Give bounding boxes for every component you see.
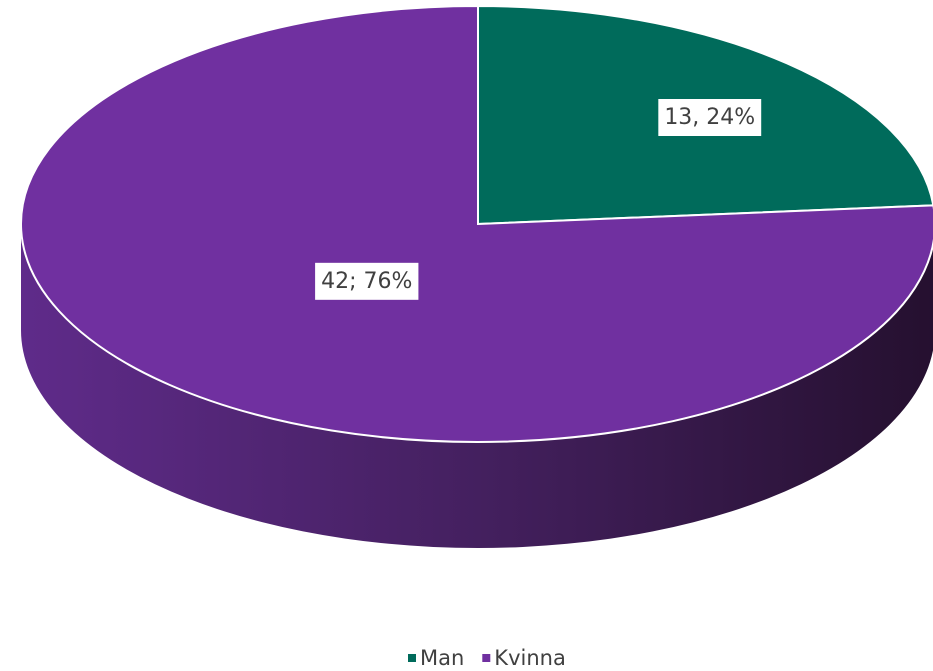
legend-label: Kvinna [494, 646, 566, 670]
slice-side [21, 224, 933, 548]
data-label-box [658, 98, 762, 136]
data-label: 13, 24% [664, 105, 755, 130]
legend-swatch [408, 654, 416, 662]
legend-label: Man [420, 646, 464, 670]
data-label-box [315, 262, 419, 300]
slice [20, 4, 933, 443]
legend-swatch [482, 654, 491, 662]
data-label: 42; 76% [321, 269, 412, 294]
